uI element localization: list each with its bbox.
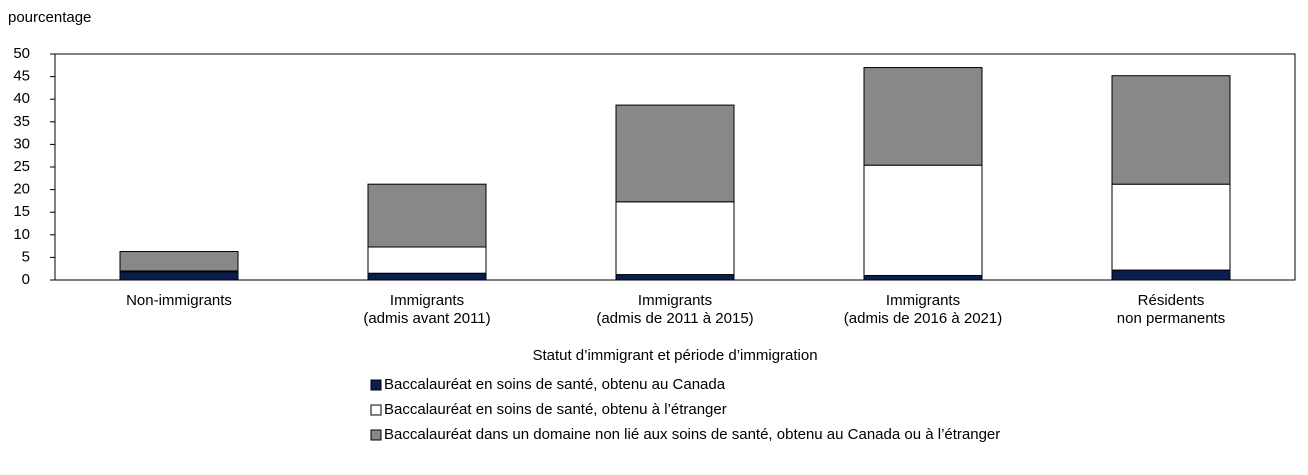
- bar-segment: [863, 67, 983, 166]
- x-tick-label: Immigrants (admis de 2016 à 2021): [844, 292, 1002, 327]
- bar-segment: [119, 251, 239, 272]
- legend-label: Baccalauréat dans un domaine non lié aux…: [384, 426, 1000, 443]
- bar-segment: [615, 201, 735, 276]
- y-tick-label: 0: [22, 271, 30, 288]
- legend-label: Baccalauréat en soins de santé, obtenu a…: [384, 376, 726, 393]
- bar-segment: [863, 164, 983, 276]
- y-tick-label: 45: [13, 68, 30, 85]
- y-tick-label: 5: [22, 248, 30, 265]
- bar-segment: [367, 183, 487, 248]
- bar-segment: [615, 104, 735, 203]
- y-tick-label: 40: [13, 90, 30, 107]
- legend-swatch: [370, 429, 382, 441]
- y-tick-label: 10: [13, 226, 30, 243]
- y-tick-label: 30: [13, 135, 30, 152]
- legend-label: Baccalauréat en soins de santé, obtenu à…: [384, 401, 727, 418]
- legend-swatch: [370, 404, 382, 416]
- bar-segment: [1111, 183, 1231, 271]
- bar-segment: [119, 271, 239, 281]
- bar-segment: [1111, 75, 1231, 185]
- y-tick-label: 20: [13, 181, 30, 198]
- y-tick-label: 50: [13, 45, 30, 62]
- y-tick-label: 25: [13, 158, 30, 175]
- bar-segment: [863, 274, 983, 281]
- bar-segment: [367, 272, 487, 281]
- legend-swatch: [370, 379, 382, 391]
- bar-segment: [1111, 269, 1231, 281]
- y-tick-label: 35: [13, 113, 30, 130]
- y-axis-label: pourcentage: [8, 9, 91, 26]
- x-tick-label: Résidents non permanents: [1117, 292, 1225, 327]
- x-tick-label: Immigrants (admis de 2011 à 2015): [596, 292, 753, 327]
- y-tick-label: 15: [13, 203, 30, 220]
- bar-segment: [367, 246, 487, 274]
- x-tick-label: Immigrants (admis avant 2011): [363, 292, 490, 327]
- x-tick-label: Non-immigrants: [126, 292, 232, 309]
- x-axis-label: Statut d’immigrant et période d’immigrat…: [532, 347, 817, 364]
- bar-segment: [615, 274, 735, 281]
